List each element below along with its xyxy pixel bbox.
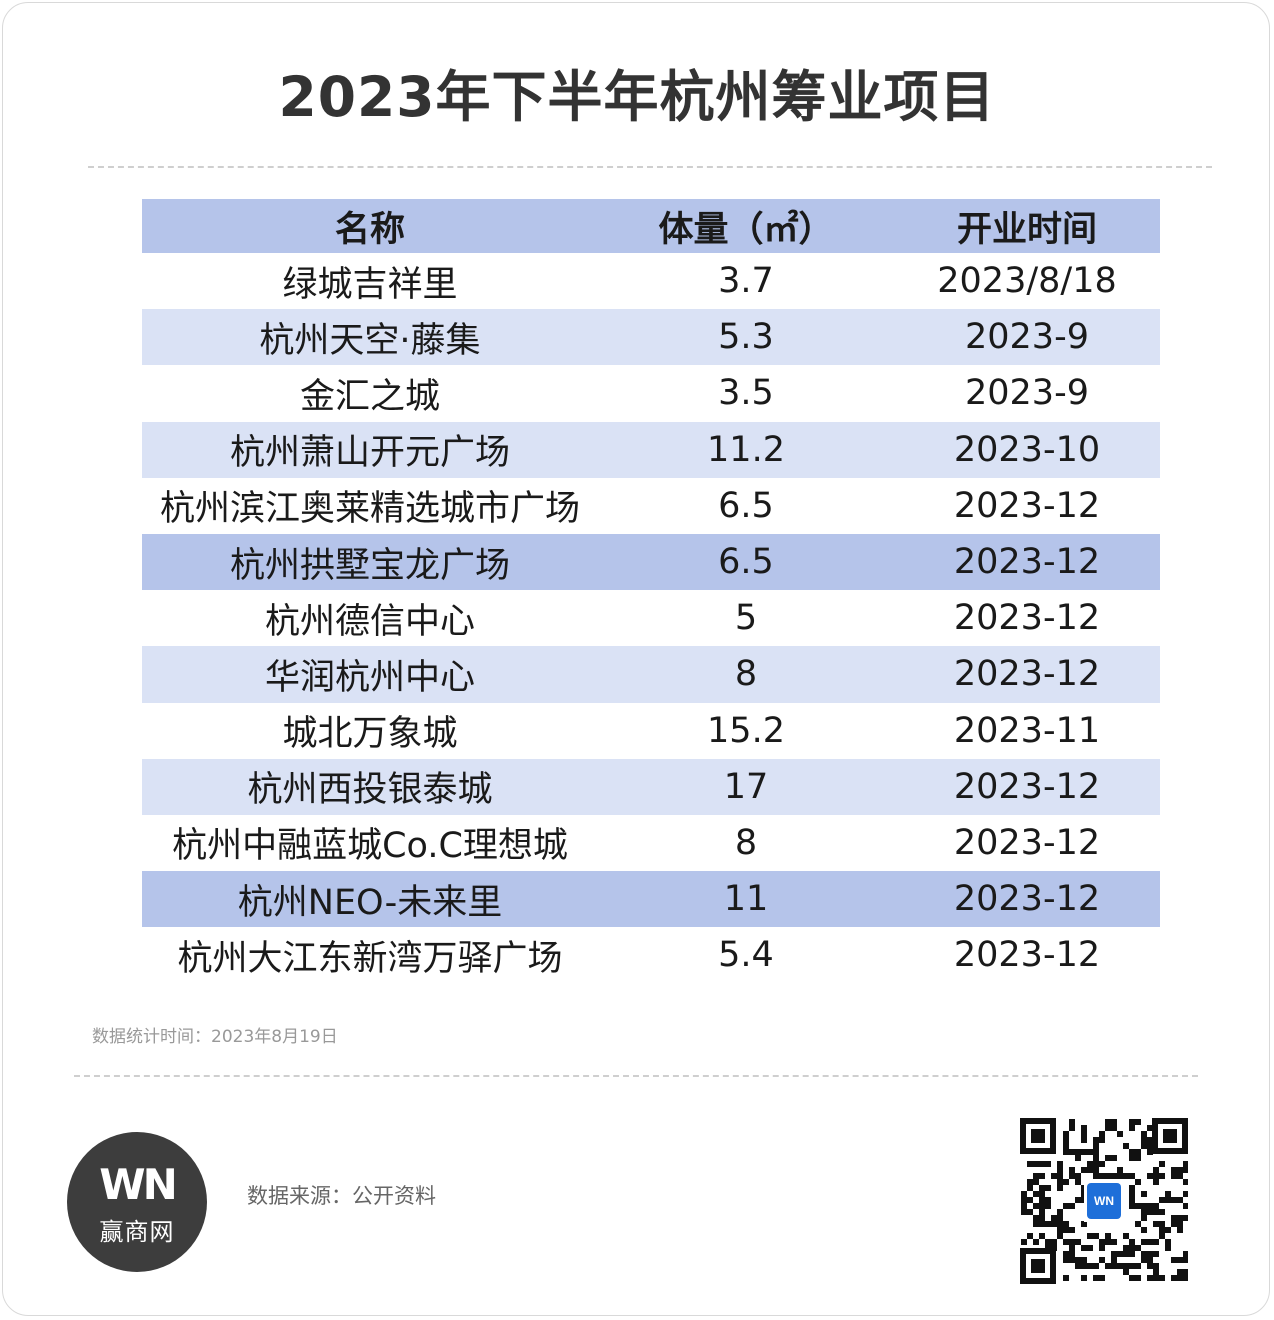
cell-date: 2023-10 — [953, 429, 1101, 470]
table-row: 城北万象城 15.2 2023-11 — [142, 702, 1160, 759]
cell-date: 2023-12 — [953, 822, 1101, 863]
cell-date: 2023-12 — [953, 879, 1101, 920]
cell-name: 杭州滨江奥莱精选城市广场 — [159, 489, 580, 530]
table-row: 杭州西投银泰城 17 2023-12 — [142, 758, 1160, 815]
cell-size: 8 — [734, 822, 758, 863]
cell-size: 15.2 — [707, 710, 785, 751]
cell-date: 2023-12 — [953, 766, 1101, 807]
cell-date: 2023-12 — [953, 654, 1101, 695]
projects-table: 名称 体量（㎡） 开业时间 绿城吉祥里 3.7 2023/8/18 杭州天空·藤集 5.… — [142, 199, 1160, 984]
page-title: 2023年下半年杭州筹业项目 — [278, 65, 996, 129]
data-source: 数据来源：公开资料 — [247, 1184, 436, 1208]
cell-name: 金汇之城 — [299, 376, 440, 417]
cell-date: 2023-9 — [965, 317, 1089, 358]
table-row: 杭州NEO-未来里 11 2023-12 — [142, 871, 1160, 928]
cell-date: 2023-12 — [953, 935, 1101, 976]
table-row: 绿城吉祥里 3.7 2023/8/18 — [142, 253, 1160, 310]
cell-name: 杭州萧山开元广场 — [229, 433, 510, 474]
divider-bottom — [74, 1075, 1198, 1077]
table-header: 名称 体量（㎡） 开业时间 — [142, 199, 1160, 253]
cell-date: 2023/8/18 — [937, 261, 1117, 302]
cell-size: 6.5 — [718, 542, 774, 583]
cell-name: 城北万象城 — [282, 714, 458, 755]
cell-date: 2023-11 — [953, 710, 1101, 751]
cell-date: 2023-12 — [953, 542, 1101, 583]
header-size: 体量（㎡） — [658, 209, 834, 250]
cell-name: 华润杭州中心 — [264, 657, 475, 698]
cell-size: 5.3 — [718, 317, 774, 358]
logo-mark: WN — [99, 1160, 177, 1209]
table-row: 杭州萧山开元广场 11.2 2023-10 — [142, 421, 1160, 478]
cell-name: 杭州德信中心 — [264, 601, 475, 642]
cell-name: 绿城吉祥里 — [282, 264, 458, 305]
cell-date: 2023-12 — [953, 485, 1101, 526]
table-row: 华润杭州中心 8 2023-12 — [142, 646, 1160, 703]
cell-size: 11 — [723, 879, 769, 920]
table-row: 杭州拱墅宝龙广场 6.5 2023-12 — [142, 533, 1160, 591]
qr-code-icon: WN — [1020, 1118, 1188, 1284]
qr-badge-mark: WN — [1094, 1194, 1114, 1208]
cell-size: 5 — [734, 598, 758, 639]
brand-logo: WN 赢商网 — [67, 1132, 207, 1272]
stat-date-note: 数据统计时间：2023年8月19日 — [92, 1027, 338, 1047]
table-row: 金汇之城 3.5 2023-9 — [142, 365, 1160, 422]
cell-size: 3.7 — [718, 261, 774, 302]
cell-size: 5.4 — [718, 935, 774, 976]
header-date: 开业时间 — [956, 209, 1097, 250]
cell-name: 杭州大江东新湾万驿广场 — [177, 938, 563, 979]
header-name: 名称 — [334, 209, 405, 250]
table-row: 杭州天空·藤集 5.3 2023-9 — [142, 309, 1160, 366]
table-row: 杭州大江东新湾万驿广场 5.4 2023-12 — [142, 927, 1160, 984]
cell-size: 6.5 — [718, 485, 774, 526]
table-row: 杭州滨江奥莱精选城市广场 6.5 2023-12 — [142, 477, 1160, 534]
divider-top — [88, 166, 1212, 168]
cell-size: 8 — [734, 654, 758, 695]
cell-size: 3.5 — [718, 373, 774, 414]
cell-date: 2023-12 — [953, 598, 1101, 639]
table-row: 杭州中融蓝城Co.C理想城 8 2023-12 — [142, 814, 1160, 872]
cell-name: 杭州拱墅宝龙广场 — [229, 545, 510, 586]
table-row: 杭州德信中心 5 2023-12 — [142, 590, 1160, 647]
cell-name: 杭州西投银泰城 — [247, 770, 493, 811]
cell-name: 杭州NEO-未来里 — [237, 882, 503, 923]
logo-name: 赢商网 — [99, 1218, 175, 1246]
cell-size: 17 — [723, 766, 769, 807]
cell-date: 2023-9 — [965, 373, 1089, 414]
cell-name: 杭州中融蓝城Co.C理想城 — [172, 826, 568, 867]
cell-size: 11.2 — [707, 429, 785, 470]
cell-name: 杭州天空·藤集 — [259, 320, 481, 361]
table-body: 绿城吉祥里 3.7 2023/8/18 杭州天空·藤集 5.3 2023-9 金汇之城 3.5… — [142, 253, 1160, 984]
